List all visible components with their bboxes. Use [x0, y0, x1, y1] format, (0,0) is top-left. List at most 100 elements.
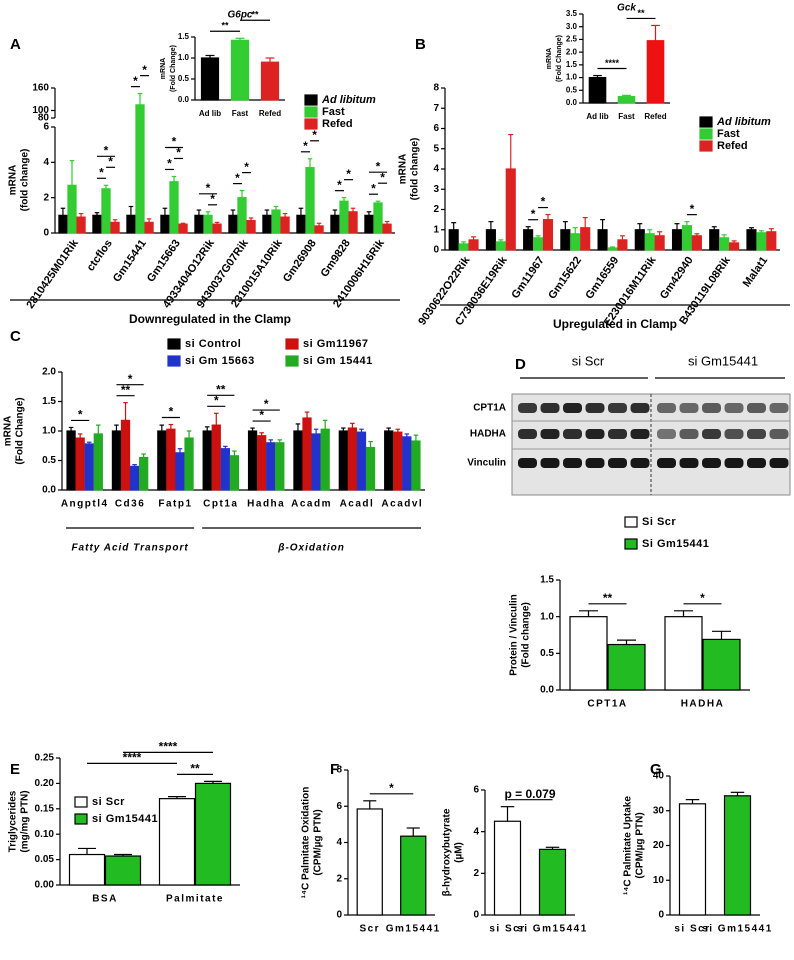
x-tick-label: si Gm15441: [702, 924, 773, 935]
y-tick-label: 4: [433, 164, 439, 175]
significance-label: *: [128, 372, 133, 386]
bar: [664, 616, 703, 691]
y-tick-label: 30: [653, 805, 665, 816]
bar: [230, 39, 250, 101]
bar: [411, 440, 421, 491]
bar: [104, 855, 142, 886]
x-tick-label: Angptl4: [61, 499, 109, 510]
y-tick-label: 40: [653, 771, 665, 782]
significance-label: *: [167, 157, 172, 171]
legend-label: Ad libitum: [716, 116, 771, 128]
legend-label: Si Scr: [642, 516, 676, 528]
significance-label: *: [210, 192, 215, 206]
legend-label: si Gm11967: [303, 338, 369, 350]
bar: [58, 214, 68, 234]
x-tick-label: Hadha: [247, 499, 285, 510]
bar: [75, 437, 85, 491]
bar: [702, 638, 741, 691]
blot-band: [585, 429, 605, 439]
bar: [681, 225, 693, 251]
significance-label: *: [264, 397, 269, 411]
y-tick-label: 0: [433, 245, 439, 256]
bar: [271, 209, 281, 234]
bar: [691, 235, 702, 251]
y-axis-label: ¹⁴C Palmitate Oxidation: [301, 787, 312, 899]
bar: [305, 167, 315, 234]
bar: [160, 214, 170, 234]
y-tick-label: 0.0: [540, 685, 554, 696]
bar: [532, 237, 544, 251]
y-tick-label: 0: [43, 228, 49, 239]
blot-band: [540, 429, 560, 439]
legend-swatch: [699, 116, 713, 128]
blot-band: [540, 403, 560, 413]
blot-band: [747, 429, 766, 439]
blot-band: [608, 403, 627, 413]
legend-label: Si Gm15441: [642, 538, 709, 550]
legend-swatch: [167, 338, 181, 350]
y-tick-label: 0.15: [35, 803, 55, 814]
x-tick-label: CPT1A: [587, 699, 627, 710]
x-tick-label: Gm15441: [386, 924, 441, 935]
x-tick-label: Cd36: [115, 499, 145, 510]
significance-label: p = 0.079: [504, 787, 555, 801]
y-tick-label: 0.20: [35, 778, 55, 789]
significance-label: *: [376, 159, 381, 173]
group-label: β-Oxidation: [277, 543, 345, 554]
panel-letter: E: [10, 761, 20, 778]
blot-band: [608, 458, 627, 468]
x-tick-label: Gm15441: [111, 238, 149, 285]
significance-label: *: [99, 165, 104, 179]
bar: [257, 435, 267, 491]
legend-swatch: [304, 94, 318, 106]
significance-label: **: [637, 8, 645, 18]
y-tick-label: 6: [43, 122, 49, 133]
x-tick-label: Acadl: [340, 499, 375, 510]
bar: [338, 430, 348, 491]
bar: [237, 197, 247, 234]
bar: [311, 433, 321, 491]
bar: [202, 430, 212, 491]
y-axis-label: mRNA: [160, 58, 167, 79]
x-tick-label: Scr: [359, 924, 380, 935]
bar: [293, 430, 303, 491]
y-tick-label: 4: [473, 826, 479, 837]
bar: [678, 803, 707, 916]
group-label: Fatty Acid Transport: [71, 543, 188, 554]
bar: [200, 57, 220, 101]
y-axis-label: (Fold Change): [15, 397, 26, 464]
bar: [588, 76, 607, 104]
x-tick-label: HADHA: [681, 699, 725, 710]
blot-band: [747, 403, 766, 413]
group-label: Upregulated in Clamp: [553, 317, 677, 331]
bar: [746, 229, 757, 251]
bar: [229, 455, 240, 491]
legend-label: Refed: [322, 118, 353, 130]
blot-band: [702, 458, 721, 468]
blot-band: [769, 458, 789, 468]
significance-label: **: [216, 382, 226, 396]
y-tick-label: 1.0: [178, 53, 190, 62]
significance-label: *: [169, 405, 174, 419]
y-tick-label: 0: [336, 910, 342, 921]
x-tick-label: Fast: [618, 112, 635, 121]
bar: [92, 214, 102, 234]
legend-label: si Gm 15663: [185, 355, 255, 367]
significance-label: *: [259, 408, 264, 422]
y-axis-label: (Fold Change): [170, 45, 177, 92]
panel-letter: D: [515, 356, 526, 373]
y-tick-label: 100: [32, 105, 49, 116]
significance-label: *: [104, 143, 109, 157]
blot-band: [747, 458, 766, 468]
bar: [262, 214, 272, 234]
y-tick-label: 3.0: [566, 22, 578, 31]
x-tick-label: si Gm15441: [517, 924, 588, 935]
significance-label: *: [133, 74, 138, 88]
y-axis-label: mRNA: [8, 165, 19, 196]
x-tick-label: Ad lib: [199, 109, 221, 118]
blot-band: [724, 429, 744, 439]
blot-band: [518, 429, 537, 439]
bar: [280, 216, 290, 234]
y-tick-label: 4: [43, 157, 49, 168]
y-tick-label: 1: [433, 224, 439, 235]
